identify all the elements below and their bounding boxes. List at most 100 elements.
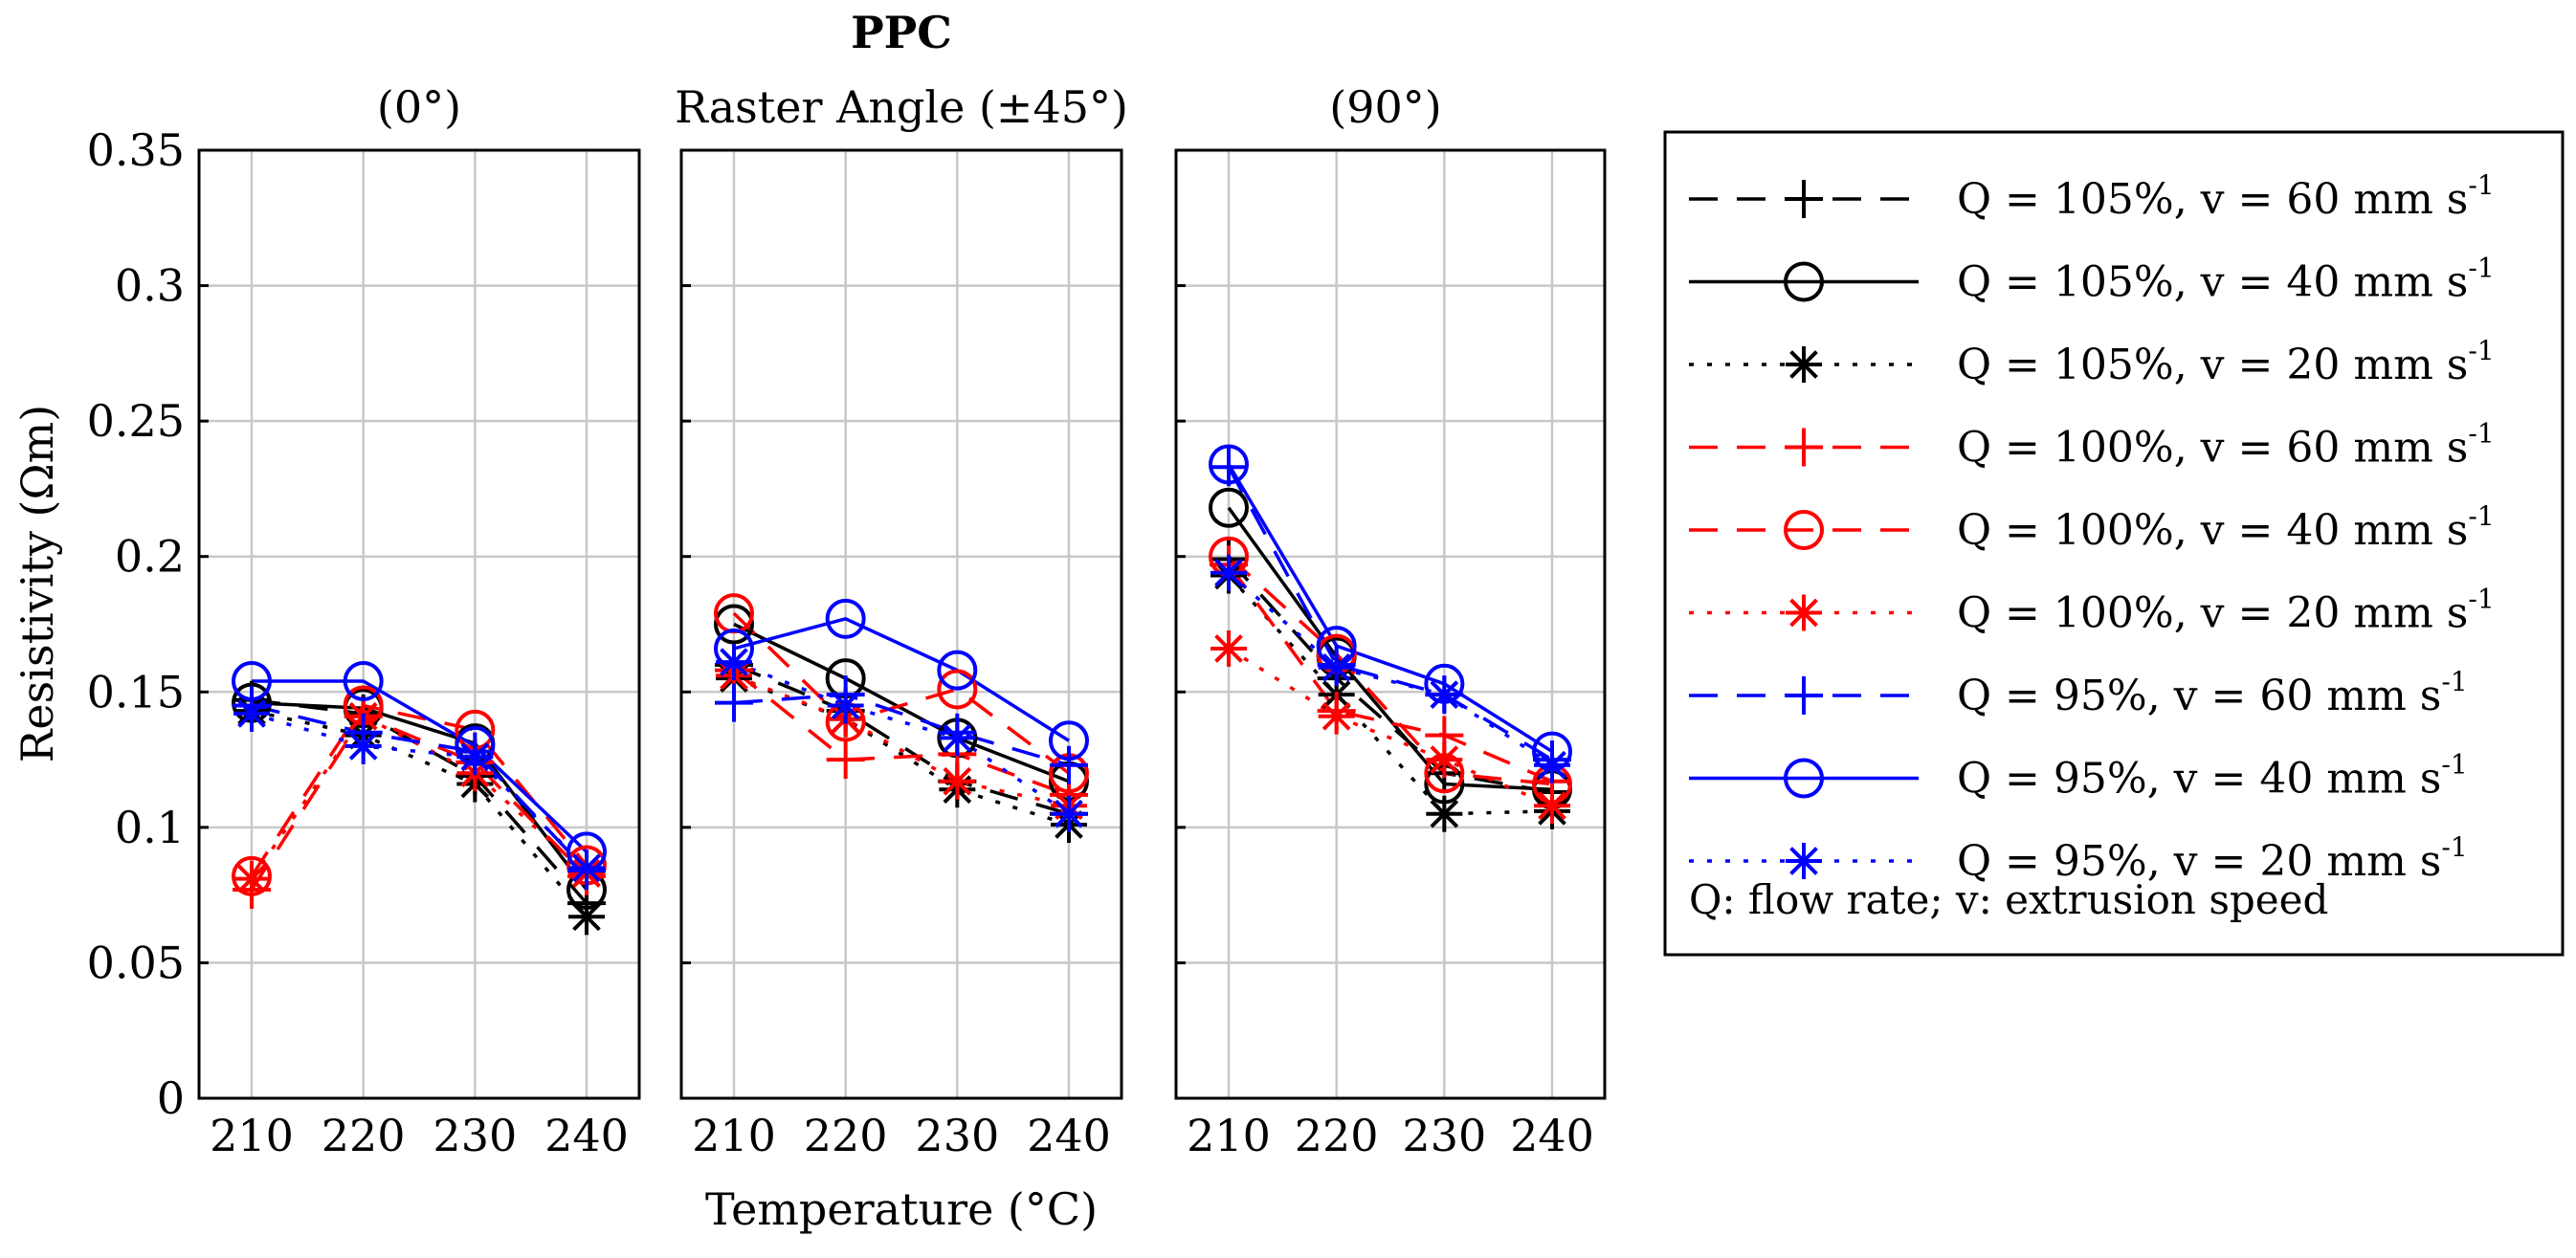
- panel-0: 210 220 230 240 0 0.05 0.1 0.15 0.2 0.25 0.3 0.35: [87, 124, 641, 1161]
- data-point-1-7-3: [1049, 720, 1089, 761]
- data-point-0-2-3: [568, 898, 605, 936]
- panels-layer: 210 220 230 24000.050.10.150.20.250.30.3521…: [87, 124, 1607, 1161]
- data-point-2-8-0: [1210, 554, 1247, 591]
- x-tick-label: 210: [210, 1110, 294, 1161]
- data-point-2-5-2: [1426, 741, 1463, 779]
- series-line-2-3: [1227, 563, 1553, 783]
- legend-entry: Q = 100%, v = 40 mm s-1: [1689, 500, 2495, 555]
- data-point-2-1-0: [1209, 487, 1249, 528]
- x-axis-label: Temperature (°C): [705, 1183, 1098, 1235]
- data-point-2-5-3: [1534, 787, 1570, 825]
- axes-frame-1: [679, 148, 1123, 1100]
- legend-entry: Q = 105%, v = 40 mm s-1: [1689, 253, 2495, 307]
- legend-label-sup: -1: [2468, 500, 2494, 532]
- series-line-0-6: [251, 703, 588, 872]
- legend-entry: Q = 100%, v = 20 mm s-1: [1689, 584, 2495, 638]
- legend-marker: [1785, 180, 1823, 218]
- legend-marker: [1786, 843, 1822, 879]
- legend-entry: Q = 105%, v = 20 mm s-1: [1689, 335, 2495, 389]
- legend-entry: Q = 95%, v = 40 mm s-1: [1689, 749, 2468, 804]
- series-line-2-5: [1228, 647, 1553, 807]
- series-line-0-2: [251, 709, 588, 918]
- series-line-2-2: [1227, 574, 1553, 816]
- data-point-1-8-1: [827, 687, 864, 724]
- panel-1: 210 220 230 240: [679, 148, 1123, 1161]
- y-tick-label: 0.2: [115, 531, 185, 583]
- y-tick-label: 0.3: [115, 260, 185, 312]
- data-point-0-8-0: [233, 695, 270, 732]
- legend-label: Q = 95%, v = 60 mm s-1: [1957, 666, 2468, 720]
- data-point-2-5-1: [1318, 697, 1355, 735]
- series-line-1-3: [732, 669, 1070, 797]
- legend-marker: [1784, 261, 1824, 302]
- data-point-0-5-0: [233, 860, 270, 897]
- data-point-1-6-0: [715, 683, 753, 722]
- series-line-2-1: [1227, 506, 1553, 791]
- legend-label-sup: -1: [2468, 169, 2494, 201]
- data-point-1-7-2: [937, 650, 978, 691]
- series-line-2-6: [1227, 466, 1553, 761]
- data-point-2-8-1: [1318, 649, 1355, 686]
- series-line-1-4: [732, 611, 1071, 775]
- x-tick-label: 240: [1027, 1110, 1111, 1161]
- data-point-2-6-0: [1210, 448, 1248, 487]
- data-point-0-7-1: [343, 660, 384, 701]
- plot-area-2: [1176, 150, 1605, 1098]
- data-point-2-5-0: [1210, 629, 1247, 667]
- legend-note: Q: flow rate; v: extrusion speed: [1689, 876, 2328, 923]
- data-point-2-2-2: [1426, 795, 1463, 832]
- legend-marker: [1785, 676, 1823, 715]
- data-point-1-1-0: [714, 604, 754, 645]
- data-point-1-7-1: [825, 598, 866, 639]
- series-line-1-7: [733, 617, 1070, 742]
- series-line-2-0: [1227, 558, 1553, 794]
- raster-angle-title: Raster Angle (±45°): [675, 81, 1128, 133]
- figure-suptitle: PPC: [851, 7, 952, 58]
- legend-marker: [1784, 510, 1824, 550]
- x-tick-label: 230: [433, 1110, 517, 1161]
- data-point-0-8-2: [456, 739, 494, 776]
- data-point-0-8-3: [568, 850, 605, 887]
- data-point-1-6-3: [1050, 745, 1088, 784]
- data-point-1-8-3: [1051, 795, 1087, 832]
- series-line-2-4: [1227, 555, 1553, 786]
- plot-area-1: [681, 150, 1121, 1098]
- legend-entry: Q = 105%, v = 60 mm s-1: [1689, 169, 2495, 224]
- plot-area-0: [199, 150, 639, 1098]
- series-line-1-0: [733, 663, 1070, 816]
- legend-entry: Q = 95%, v = 20 mm s-1: [1689, 831, 2468, 886]
- y-tick-label: 0: [157, 1072, 185, 1124]
- series-line-0-8: [251, 712, 588, 870]
- x-tick-label: 230: [915, 1110, 999, 1161]
- series-line-0-1: [251, 700, 588, 892]
- legend-label: Q = 105%, v = 20 mm s-1: [1957, 335, 2495, 389]
- y-tick-label: 0.15: [87, 666, 185, 717]
- axes-frame-0: [197, 148, 641, 1100]
- series-line-0-7: [252, 679, 588, 853]
- legend-marker: [1785, 428, 1823, 467]
- legend-entry: Q = 100%, v = 60 mm s-1: [1689, 418, 2495, 473]
- series-line-1-1: [733, 622, 1070, 783]
- y-tick-label: 0.05: [87, 937, 185, 988]
- data-point-2-8-3: [1534, 746, 1570, 783]
- x-tick-label: 220: [1295, 1110, 1379, 1161]
- legend-label: Q = 100%, v = 20 mm s-1: [1957, 584, 2495, 638]
- y-tick-label: 0.1: [115, 802, 185, 853]
- legend-label: Q = 105%, v = 60 mm s-1: [1957, 169, 2495, 224]
- legend-label-sup: -1: [2468, 584, 2494, 615]
- data-point-1-8-0: [716, 644, 752, 681]
- series-line-1-5: [733, 673, 1070, 807]
- legend-marker: [1786, 346, 1822, 383]
- data-point-0-8-1: [344, 727, 382, 764]
- x-tick-label: 210: [692, 1110, 776, 1161]
- x-tick-label: 230: [1402, 1110, 1486, 1161]
- series-line-1-6: [733, 693, 1070, 767]
- legend-label-sup: -1: [2441, 666, 2467, 697]
- panel-2: 210 220 230 240: [1174, 148, 1607, 1161]
- y-tick-label: 0.35: [87, 124, 185, 176]
- legend-label: Q = 100%, v = 40 mm s-1: [1957, 500, 2495, 555]
- x-tick-label: 220: [322, 1110, 406, 1161]
- legend-label-sup: -1: [2441, 831, 2467, 863]
- panel-title-0: (0°): [377, 81, 461, 133]
